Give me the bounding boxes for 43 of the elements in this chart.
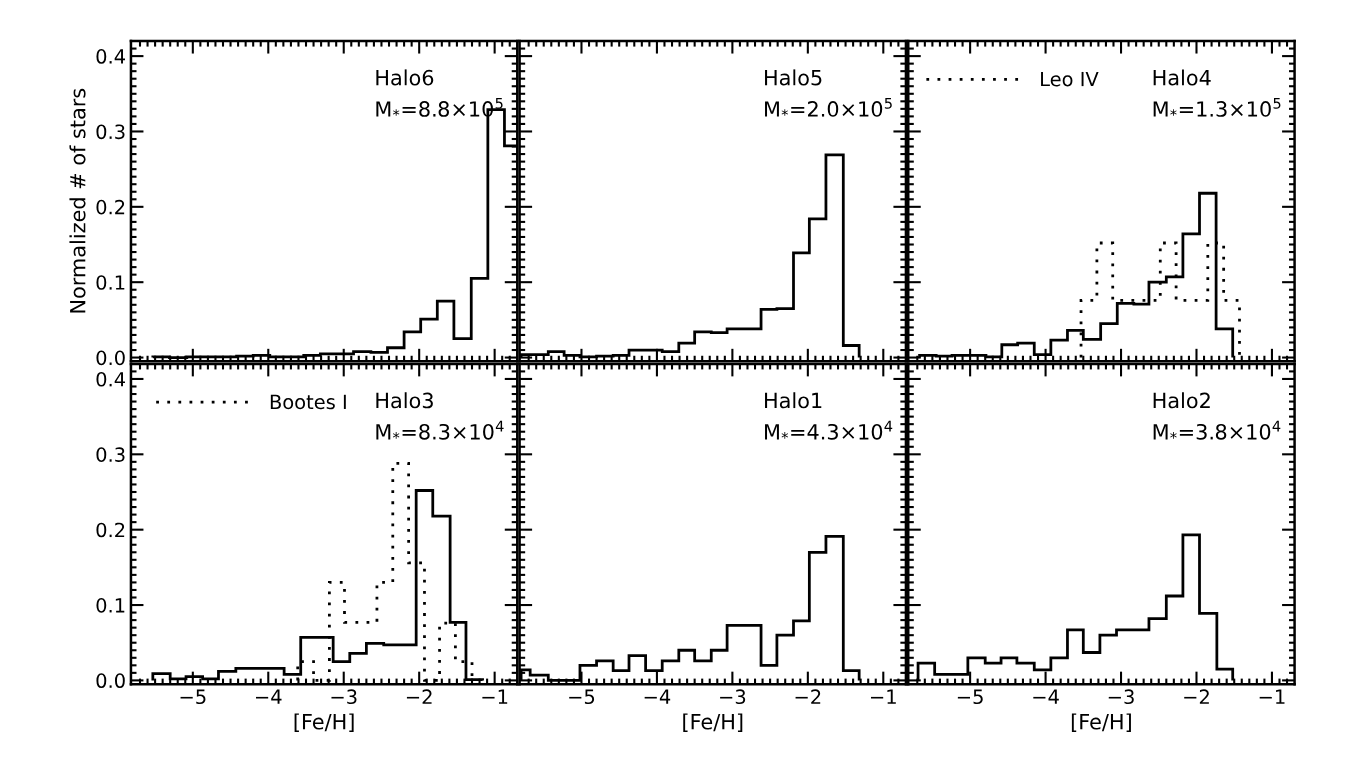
x-tick-label: −3 [331, 689, 357, 705]
annotation: Halo6 [376, 69, 434, 86]
x-tick-label: −4 [1033, 689, 1059, 704]
y-tick-label: 0.2 [96, 199, 125, 215]
annotation: M$_{*}$=2.0×10$^{5}$ [765, 97, 892, 117]
y-tick-label: 0.1 [96, 597, 125, 613]
y-tick-label: 0.3 [96, 124, 125, 140]
annotation: M$_{*}$=3.8×10$^{4}$ [1153, 420, 1281, 440]
x-tick-label: −1 [482, 689, 508, 704]
legend-label: Bootes I [270, 394, 346, 410]
y-tick-label: 0.4 [96, 49, 125, 64]
x-tick-label: −2 [795, 689, 821, 704]
y-tick-label: 0.2 [96, 522, 125, 538]
x-axis-title: [Fe/H] [1071, 713, 1131, 732]
x-tick-label: −5 [569, 689, 595, 705]
y-axis-title: Normalized # of stars [69, 88, 86, 313]
x-tick-label: −5 [957, 689, 983, 705]
y-tick-label: 0.0 [96, 673, 125, 689]
x-axis-title: [Fe/H] [294, 713, 354, 732]
annotation: M$_{*}$=4.3×10$^{4}$ [765, 420, 893, 440]
annotation: M$_{*}$=8.8×10$^{5}$ [376, 97, 503, 117]
x-tick-label: −2 [1184, 689, 1209, 704]
annotation: M$_{*}$=8.3×10$^{4}$ [376, 420, 504, 440]
annotation: Halo1 [765, 392, 822, 409]
annotation: Halo4 [1153, 69, 1211, 86]
x-tick-label: −1 [1259, 689, 1285, 704]
x-axis-title: [Fe/H] [683, 713, 743, 732]
x-tick-label: −4 [256, 689, 282, 704]
y-tick-label: 0.4 [96, 371, 125, 387]
y-tick-label: 0.1 [96, 275, 125, 290]
annotation: Halo5 [765, 69, 822, 86]
annotation: Halo3 [376, 392, 433, 409]
y-tick-label: 0.0 [96, 350, 125, 366]
x-tick-label: −4 [644, 689, 671, 704]
annotation: M$_{*}$=1.3×10$^{5}$ [1153, 97, 1281, 117]
x-tick-label: −2 [406, 689, 432, 704]
x-tick-label: −1 [871, 689, 896, 704]
x-tick-label: −3 [720, 689, 746, 705]
x-tick-label: −3 [1108, 689, 1134, 705]
legend-label: Leo IV [1041, 71, 1099, 87]
y-tick-label: 0.3 [96, 447, 125, 462]
x-tick-label: −5 [180, 689, 206, 705]
annotation: Halo2 [1153, 392, 1210, 409]
